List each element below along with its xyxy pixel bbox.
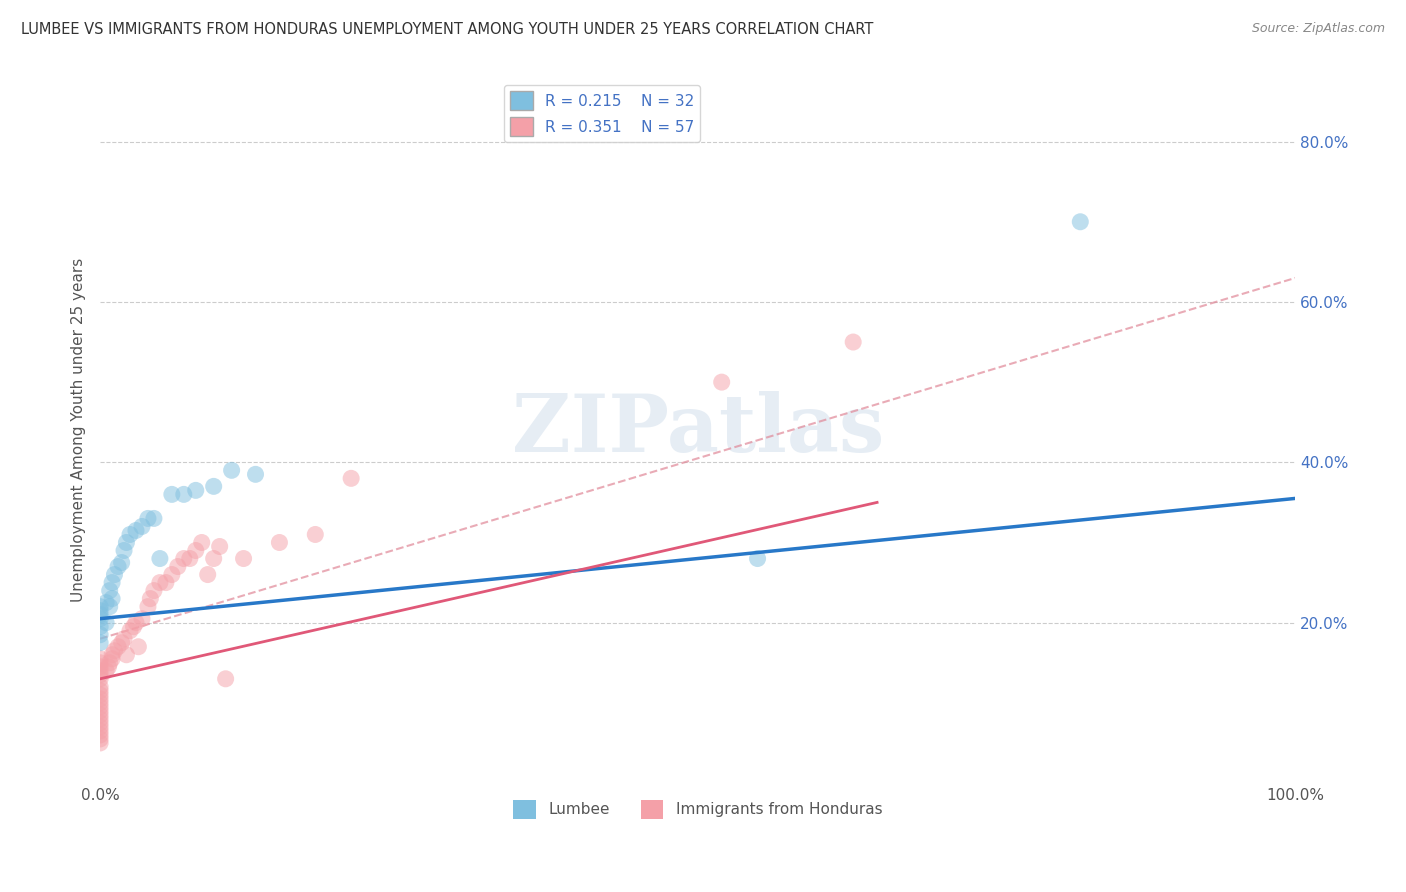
Point xyxy=(160,487,183,501)
Point xyxy=(89,707,111,722)
Point xyxy=(125,524,148,538)
Point xyxy=(142,511,165,525)
Point xyxy=(89,728,111,742)
Point xyxy=(184,543,207,558)
Legend: Lumbee, Immigrants from Honduras: Lumbee, Immigrants from Honduras xyxy=(508,794,889,825)
Point xyxy=(131,612,153,626)
Text: Source: ZipAtlas.com: Source: ZipAtlas.com xyxy=(1251,22,1385,36)
Point xyxy=(1069,215,1091,229)
Point xyxy=(89,699,111,714)
Point xyxy=(269,535,291,549)
Y-axis label: Unemployment Among Youth under 25 years: Unemployment Among Youth under 25 years xyxy=(72,258,86,602)
Point xyxy=(842,334,865,349)
Point xyxy=(184,483,207,498)
Point xyxy=(89,656,111,670)
Point xyxy=(94,664,117,678)
Point xyxy=(103,567,125,582)
Point xyxy=(89,604,111,618)
Point xyxy=(202,551,225,566)
Point xyxy=(160,567,183,582)
Point xyxy=(118,624,141,638)
Point xyxy=(166,559,188,574)
Point xyxy=(245,467,267,482)
Point xyxy=(89,667,111,681)
Point xyxy=(89,612,111,626)
Point xyxy=(747,551,769,566)
Text: ZIPatlas: ZIPatlas xyxy=(512,392,884,469)
Point xyxy=(115,535,138,549)
Point xyxy=(202,479,225,493)
Point xyxy=(112,632,135,646)
Point xyxy=(107,640,129,654)
Point xyxy=(122,620,145,634)
Point xyxy=(89,628,111,642)
Point xyxy=(214,672,236,686)
Point xyxy=(710,375,733,389)
Point xyxy=(98,583,121,598)
Point xyxy=(142,583,165,598)
Point xyxy=(221,463,243,477)
Point xyxy=(89,736,111,750)
Point xyxy=(89,731,111,746)
Point xyxy=(136,511,159,525)
Point xyxy=(173,487,195,501)
Point xyxy=(197,567,219,582)
Point xyxy=(94,596,117,610)
Point xyxy=(89,696,111,710)
Point xyxy=(89,664,111,678)
Point xyxy=(179,551,201,566)
Point xyxy=(190,535,212,549)
Point xyxy=(115,648,138,662)
Point xyxy=(89,704,111,718)
Point xyxy=(149,551,172,566)
Point xyxy=(89,607,111,622)
Text: LUMBEE VS IMMIGRANTS FROM HONDURAS UNEMPLOYMENT AMONG YOUTH UNDER 25 YEARS CORRE: LUMBEE VS IMMIGRANTS FROM HONDURAS UNEMP… xyxy=(21,22,873,37)
Point xyxy=(89,712,111,726)
Point xyxy=(89,691,111,706)
Point xyxy=(131,519,153,533)
Point xyxy=(101,652,124,666)
Point xyxy=(304,527,326,541)
Point xyxy=(89,688,111,702)
Point xyxy=(94,615,117,630)
Point xyxy=(97,660,120,674)
Point xyxy=(125,615,148,630)
Point xyxy=(89,672,111,686)
Point xyxy=(136,599,159,614)
Point xyxy=(101,575,124,590)
Point xyxy=(139,591,162,606)
Point xyxy=(89,683,111,698)
Point xyxy=(149,575,172,590)
Point xyxy=(89,636,111,650)
Point xyxy=(232,551,254,566)
Point xyxy=(89,723,111,738)
Point xyxy=(98,656,121,670)
Point xyxy=(101,591,124,606)
Point xyxy=(89,599,111,614)
Point xyxy=(89,680,111,694)
Point xyxy=(89,720,111,734)
Point xyxy=(103,644,125,658)
Point xyxy=(111,556,134,570)
Point xyxy=(208,540,231,554)
Point xyxy=(89,620,111,634)
Point xyxy=(173,551,195,566)
Point xyxy=(340,471,363,485)
Point xyxy=(155,575,177,590)
Point xyxy=(111,636,134,650)
Point xyxy=(89,715,111,730)
Point xyxy=(112,543,135,558)
Point xyxy=(98,599,121,614)
Point xyxy=(107,559,129,574)
Point xyxy=(89,652,111,666)
Point xyxy=(89,660,111,674)
Point xyxy=(127,640,149,654)
Point xyxy=(101,648,124,662)
Point xyxy=(118,527,141,541)
